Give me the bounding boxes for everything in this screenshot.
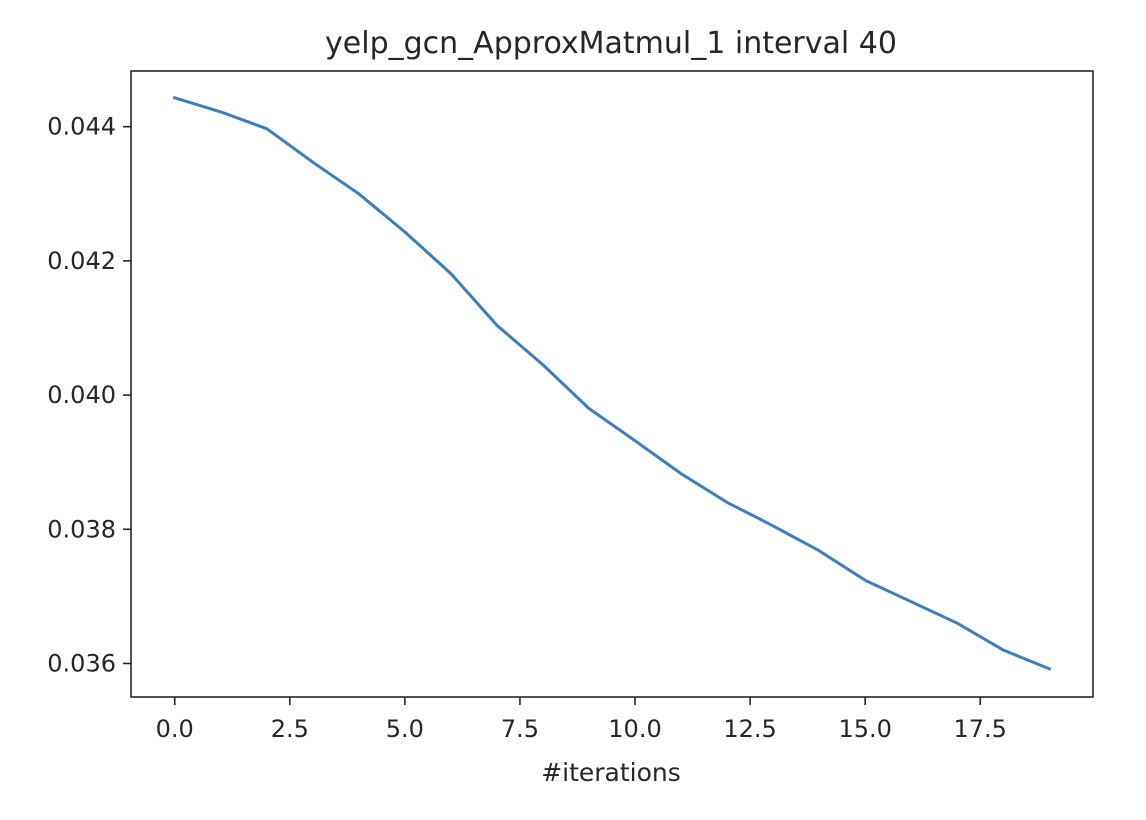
x-tick-label: 2.5 xyxy=(271,715,309,743)
y-tick-label: 0.038 xyxy=(47,515,116,543)
y-tick-label: 0.040 xyxy=(47,381,116,409)
x-tick-label: 17.5 xyxy=(954,715,1007,743)
x-axis-title: #iterations xyxy=(541,758,681,787)
chart-title: yelp_gcn_ApproxMatmul_1 interval 40 xyxy=(325,26,897,61)
series-line-0 xyxy=(172,95,1052,671)
x-tick-label: 12.5 xyxy=(723,715,776,743)
plot-area: 0.0 2.5 5.0 7.5 10.0 12.5 15.0 17.5 0.036 0.038 0.… xyxy=(47,70,1094,743)
x-tick-label: 10.0 xyxy=(608,715,661,743)
x-tick-label: 7.5 xyxy=(501,715,539,743)
y-tick-label: 0.036 xyxy=(47,649,116,677)
y-tick-label: 0.042 xyxy=(47,247,116,275)
y-tick-label: 0.044 xyxy=(47,113,116,141)
x-tick-label: 5.0 xyxy=(386,715,424,743)
axes-frame xyxy=(130,70,1094,698)
x-tick-label: 15.0 xyxy=(838,715,891,743)
x-tick-label: 0.0 xyxy=(156,715,194,743)
